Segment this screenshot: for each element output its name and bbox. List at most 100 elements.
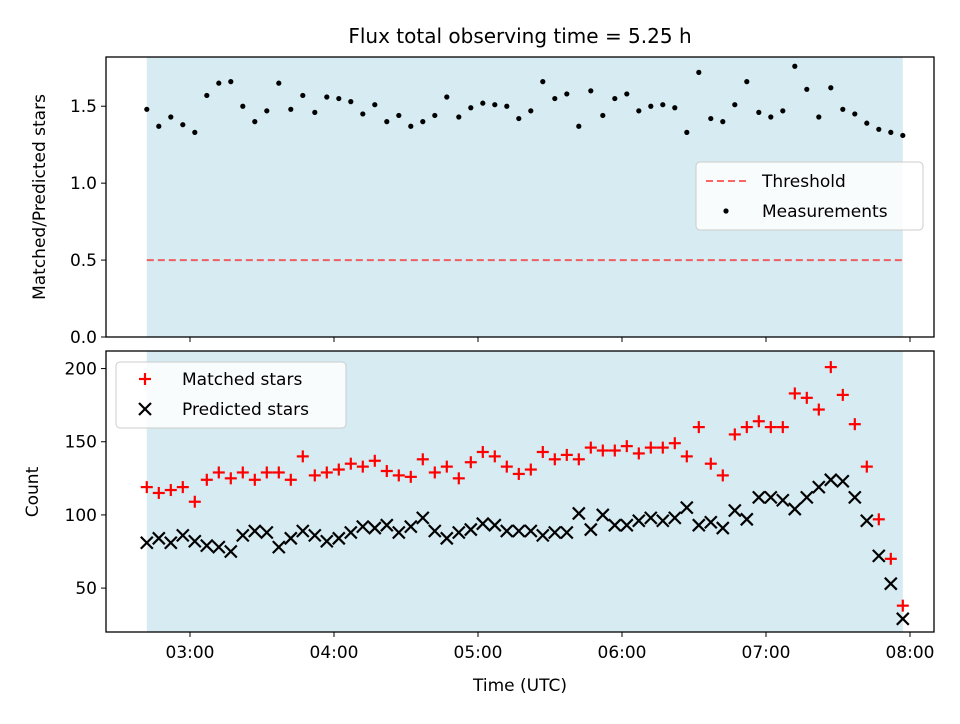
predicted-star-point	[704, 515, 718, 530]
measurement-point	[720, 119, 726, 125]
predicted-star-point	[296, 524, 310, 538]
measurement-point	[156, 123, 162, 129]
predicted-star-point	[752, 490, 766, 505]
matched-star-point	[428, 466, 441, 479]
measurement-point	[372, 102, 378, 108]
matched-star-point	[260, 466, 273, 479]
bottom-xtick-label: 08:00	[886, 643, 935, 663]
predicted-star-point	[524, 524, 538, 538]
predicted-star-point	[140, 535, 154, 550]
matched-star-point	[188, 495, 201, 508]
matched-star-point	[668, 437, 681, 450]
predicted-star-point	[272, 540, 286, 554]
measurement-point	[288, 106, 294, 112]
predicted-star-point	[884, 576, 898, 591]
top-ytick-label: 0.5	[70, 251, 97, 271]
matched-star-point	[800, 391, 813, 404]
predicted-star-point	[596, 508, 610, 522]
matched-star-point	[344, 457, 357, 470]
measurement-point	[900, 132, 906, 139]
bottom-xtick-label: 07:00	[742, 643, 791, 663]
matched-star-point	[440, 460, 453, 473]
predicted-star-point	[176, 528, 190, 543]
measurement-point	[684, 129, 690, 135]
predicted-star-point	[848, 490, 862, 505]
measurement-point	[648, 103, 654, 109]
matched-star-point	[200, 473, 213, 486]
predicted-star-point	[284, 531, 298, 546]
measurement-point	[504, 103, 510, 109]
measurement-point	[276, 80, 282, 86]
bottom-ylabel: Count	[23, 466, 43, 517]
measurement-point	[840, 106, 846, 112]
measurement-point	[552, 95, 558, 102]
matched-star-point	[704, 457, 717, 470]
predicted-star-point	[632, 513, 646, 528]
measurement-point	[144, 106, 150, 112]
bottom-xtick-label: 06:00	[598, 643, 647, 663]
measurement-point	[744, 79, 750, 85]
top-ytick-label: 1.0	[70, 174, 97, 194]
predicted-star-point	[644, 511, 658, 525]
matched-star-point	[752, 415, 765, 428]
matched-star-point	[368, 454, 381, 467]
predicted-star-point	[812, 480, 826, 494]
matched-star-point	[308, 469, 321, 482]
matched-star-point	[572, 453, 585, 466]
matched-star-point	[380, 465, 393, 478]
predicted-star-point	[452, 525, 466, 540]
predicted-star-point	[668, 511, 682, 525]
predicted-star-point	[776, 493, 790, 508]
predicted-star-point	[584, 522, 598, 537]
predicted-star-point	[428, 524, 442, 538]
top-legend-frame	[695, 161, 924, 231]
measurement-point	[216, 80, 222, 86]
bottom-ytick-label: 200	[65, 360, 97, 380]
matched-star-point	[140, 481, 153, 494]
measurement-point	[816, 114, 822, 120]
measurement-point	[420, 119, 426, 125]
measurement-point	[768, 114, 774, 120]
predicted-star-point	[416, 511, 430, 525]
predicted-star-point	[836, 474, 850, 489]
matched-star-point	[692, 421, 705, 434]
top-ytick-label: 0.0	[70, 328, 97, 348]
measurement-point	[180, 122, 186, 128]
matched-star-point	[236, 466, 249, 479]
measurement-point	[480, 100, 486, 106]
chart-title: Flux total observing time = 5.25 h	[348, 24, 691, 48]
predicted-star-point	[608, 518, 622, 532]
matched-star-point	[896, 599, 909, 612]
top-axes-frame	[105, 56, 935, 338]
matched-star-point	[764, 421, 777, 434]
predicted-star-point	[236, 528, 250, 543]
matched-star-point	[248, 473, 261, 486]
matched-star-point	[152, 486, 165, 499]
matched-star-point	[848, 418, 861, 431]
matched-star-point	[320, 466, 333, 479]
measurement-point	[240, 103, 246, 109]
matched-star-point	[872, 513, 885, 526]
matched-star-point	[296, 450, 309, 463]
predicted-star-point	[788, 502, 802, 516]
legend-x-marker	[138, 402, 152, 416]
predicted-star-point	[392, 525, 406, 540]
bottom-xtick-label: 05:00	[454, 643, 503, 663]
matched-star-point	[620, 440, 633, 453]
measurement-point	[516, 115, 522, 122]
matched-star-point	[860, 460, 873, 473]
matched-star-point	[452, 472, 465, 485]
predicted-star-point	[404, 519, 418, 534]
measurement-point	[348, 99, 354, 105]
matched-star-point	[644, 441, 657, 454]
matched-star-point	[740, 421, 753, 434]
matched-star-point	[500, 460, 513, 473]
measurement-point	[756, 109, 762, 115]
measurement-point	[456, 114, 462, 120]
measurement-point	[636, 108, 642, 114]
top-legend-measurement-swatch	[723, 208, 729, 214]
measurement-point	[612, 95, 618, 102]
predicted-star-point	[764, 490, 778, 505]
measurement-point	[360, 111, 366, 117]
